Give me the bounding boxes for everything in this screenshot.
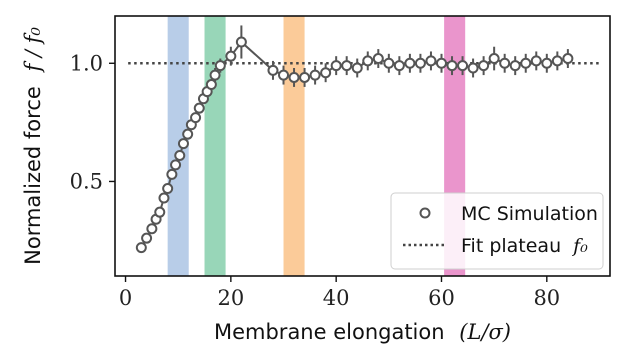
data-point bbox=[267, 64, 279, 76]
data-point bbox=[182, 128, 194, 140]
data-point bbox=[330, 60, 342, 72]
data-point bbox=[362, 55, 374, 67]
data-point bbox=[190, 112, 202, 124]
data-point bbox=[135, 242, 147, 254]
legend: MC Simulation Fit plateau f₀ bbox=[390, 192, 604, 270]
x-axis-label: Membrane elongation (L/σ) bbox=[214, 320, 511, 344]
x-tick-label: 0 bbox=[119, 286, 132, 310]
data-point bbox=[154, 206, 166, 218]
data-point bbox=[351, 62, 363, 74]
plot-frame bbox=[114, 15, 611, 277]
legend-marker-mc-simulation bbox=[419, 207, 431, 219]
mc-simulation-series bbox=[135, 25, 574, 254]
data-point bbox=[467, 62, 479, 74]
data-point bbox=[383, 57, 395, 69]
x-axis-label-math: (L/σ) bbox=[459, 320, 511, 344]
data-point bbox=[299, 71, 311, 83]
data-point bbox=[435, 57, 447, 69]
data-point bbox=[309, 69, 321, 81]
data-point bbox=[177, 138, 189, 150]
data-point bbox=[278, 69, 290, 81]
x-tick-label: 60 bbox=[428, 286, 455, 310]
highlight-band-2 bbox=[283, 16, 305, 276]
data-point bbox=[541, 57, 553, 69]
x-tick-label: 40 bbox=[323, 286, 350, 310]
legend-label-mc-simulation: MC Simulation bbox=[461, 203, 598, 225]
x-axis-ticks: 0 20 40 60 80 bbox=[119, 276, 560, 310]
data-point bbox=[214, 60, 226, 72]
data-point bbox=[174, 149, 186, 161]
data-point bbox=[193, 102, 205, 114]
data-point bbox=[288, 71, 300, 83]
data-point bbox=[372, 53, 384, 65]
data-point bbox=[141, 232, 153, 244]
x-tick-label: 20 bbox=[217, 286, 244, 310]
data-point bbox=[170, 159, 182, 171]
legend-label-fit-plateau-text: Fit plateau bbox=[461, 235, 561, 257]
data-point bbox=[209, 69, 221, 81]
data-point bbox=[205, 79, 217, 91]
legend-box bbox=[390, 192, 604, 270]
data-point bbox=[414, 57, 426, 69]
data-point bbox=[530, 55, 542, 67]
legend-label-fit-plateau: Fit plateau f₀ bbox=[461, 235, 588, 257]
data-point bbox=[509, 60, 521, 72]
y-axis-ticks: 0.5 1.0 bbox=[70, 51, 115, 193]
y-tick-label: 0.5 bbox=[70, 169, 103, 193]
data-point bbox=[488, 53, 500, 65]
y-tick-label: 1.0 bbox=[70, 51, 103, 75]
data-point bbox=[235, 36, 247, 48]
data-point bbox=[551, 55, 563, 67]
data-point bbox=[162, 183, 174, 195]
data-point bbox=[499, 57, 511, 69]
data-point bbox=[404, 57, 416, 69]
data-point bbox=[446, 60, 458, 72]
data-point bbox=[457, 60, 469, 72]
y-axis-label: Normalized force f / f₀ bbox=[21, 27, 45, 265]
data-point bbox=[478, 60, 490, 72]
data-point bbox=[520, 57, 532, 69]
data-point bbox=[158, 192, 170, 204]
legend-label-fit-plateau-math: f₀ bbox=[571, 235, 588, 257]
x-axis-label-text: Membrane elongation bbox=[214, 320, 445, 344]
data-point bbox=[562, 53, 574, 65]
data-point bbox=[341, 60, 353, 72]
x-tick-label: 80 bbox=[533, 286, 560, 310]
data-point bbox=[393, 60, 405, 72]
data-point bbox=[146, 223, 158, 235]
data-point bbox=[166, 168, 178, 180]
highlight-band-1 bbox=[204, 16, 226, 276]
y-axis-label-math: f / f₀ bbox=[21, 27, 45, 74]
data-point bbox=[320, 67, 332, 79]
data-point bbox=[425, 55, 437, 67]
y-axis-label-text: Normalized force bbox=[21, 86, 45, 265]
data-point bbox=[225, 50, 237, 62]
highlight-band-0 bbox=[167, 16, 189, 276]
